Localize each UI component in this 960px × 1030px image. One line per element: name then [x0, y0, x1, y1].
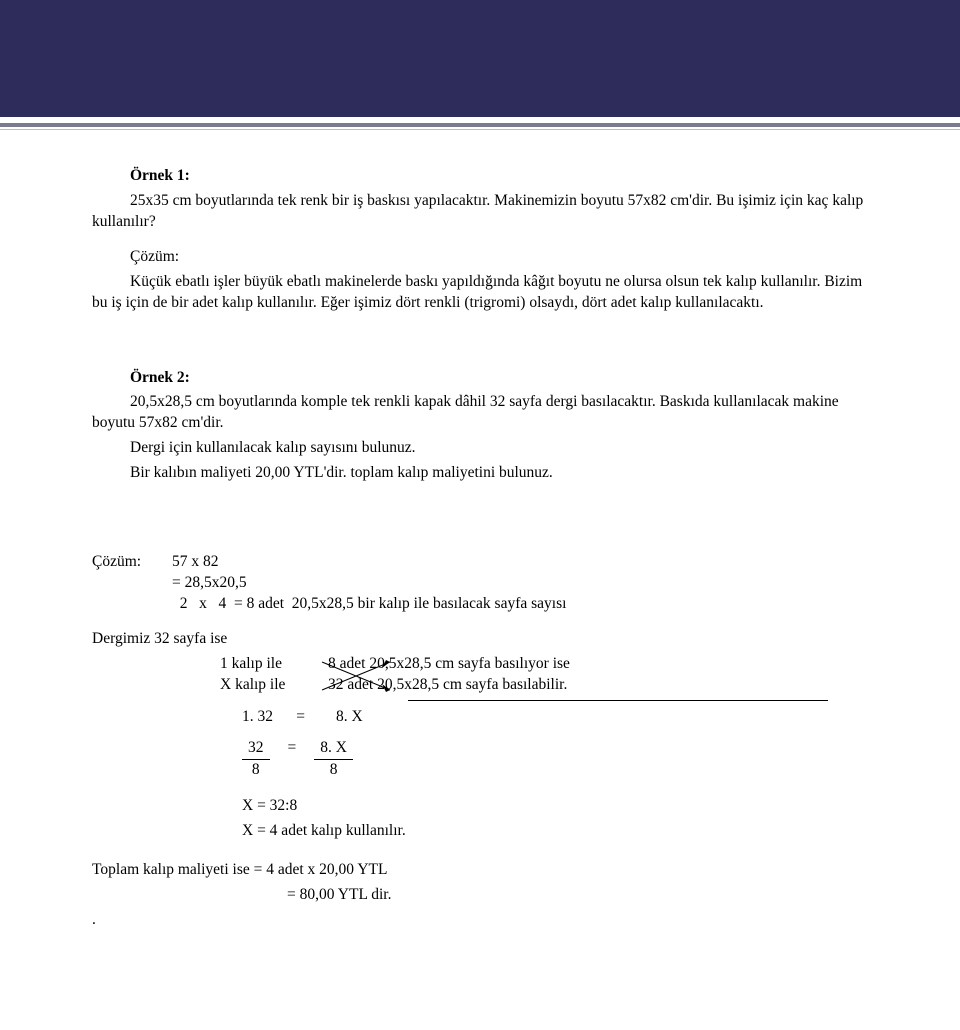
- fraction-left: 32 8: [242, 738, 270, 781]
- cross-left-1: 1 kalıp ile: [92, 654, 316, 675]
- total-cost-1: Toplam kalıp maliyeti ise = 4 adet x 20,…: [92, 860, 868, 881]
- cross-left-2: X kalıp ile: [92, 675, 316, 696]
- solution-line-1: 57 x 82: [172, 552, 219, 573]
- cross-arrows-icon: [316, 656, 396, 696]
- cross-right-2: 32 adet 20,5x28,5 cm sayfa basılabilir.: [316, 675, 868, 696]
- fraction-right-den: 8: [314, 760, 353, 781]
- example-2-solution: Çözüm: 57 x 82 = 28,5x20,5 2 x 4 = 8 ade…: [92, 552, 868, 931]
- header-banner: [0, 0, 960, 117]
- solution-label: Çözüm:: [92, 552, 172, 573]
- spacer: [92, 332, 868, 368]
- example-1: Örnek 1: 25x35 cm boyutlarında tek renk …: [92, 166, 868, 314]
- example-2-question-3: Bir kalıbın maliyeti 20,00 YTL'dir. topl…: [92, 463, 868, 484]
- fraction-left-num: 32: [242, 738, 270, 760]
- trailing-dot: .: [92, 910, 868, 931]
- solution-line-2: = 28,5x20,5: [92, 573, 868, 594]
- fraction-equation: 32 8 = 8. X 8: [92, 738, 868, 781]
- total-cost-2: = 80,00 YTL dir.: [92, 885, 868, 906]
- example-1-heading: Örnek 1:: [92, 166, 868, 187]
- x-result-block: X = 32:8 X = 4 adet kalıp kullanılır.: [92, 796, 868, 842]
- fraction-equals: =: [270, 738, 315, 759]
- cross-underline: [408, 700, 828, 701]
- dergi-line: Dergimiz 32 sayfa ise: [92, 629, 868, 650]
- example-2-heading: Örnek 2:: [92, 368, 868, 389]
- cross-row-2: X kalıp ile 32 adet 20,5x28,5 cm sayfa b…: [92, 675, 868, 696]
- cross-multiplication: Dergimiz 32 sayfa ise 1 kalıp ile 8 adet…: [92, 629, 868, 701]
- example-2: Örnek 2: 20,5x28,5 cm boyutlarında kompl…: [92, 368, 868, 485]
- document-page: Örnek 1: 25x35 cm boyutlarında tek renk …: [0, 0, 960, 975]
- x-result-1: X = 32:8: [242, 796, 868, 817]
- example-1-solution-label: Çözüm:: [92, 247, 868, 268]
- cross-right-1: 8 adet 20,5x28,5 cm sayfa basılıyor ise: [316, 654, 868, 675]
- x-result-2: X = 4 adet kalıp kullanılır.: [242, 821, 868, 842]
- content-area: Örnek 1: 25x35 cm boyutlarında tek renk …: [0, 130, 960, 975]
- example-1-question: 25x35 cm boyutlarında tek renk bir iş ba…: [92, 191, 868, 233]
- example-2-question-2: Dergi için kullanılacak kalıp sayısını b…: [92, 438, 868, 459]
- header-rule-thick: [0, 123, 960, 127]
- fraction-left-den: 8: [242, 760, 270, 781]
- spacer: [92, 237, 868, 247]
- solution-row-1: Çözüm: 57 x 82: [92, 552, 868, 573]
- solution-line-3: 2 x 4 = 8 adet 20,5x28,5 bir kalıp ile b…: [92, 594, 868, 615]
- cross-arrows: [316, 656, 396, 696]
- equation-1: 1. 32 = 8. X: [92, 707, 868, 728]
- cross-row-1: 1 kalıp ile 8 adet 20,5x28,5 cm sayfa ba…: [92, 654, 868, 675]
- fraction-right: 8. X 8: [314, 738, 353, 781]
- fraction-right-num: 8. X: [314, 738, 353, 760]
- example-1-solution-text: Küçük ebatlı işler büyük ebatlı makinele…: [92, 272, 868, 314]
- example-2-question-1: 20,5x28,5 cm boyutlarında komple tek ren…: [92, 392, 868, 434]
- spacer: [92, 502, 868, 524]
